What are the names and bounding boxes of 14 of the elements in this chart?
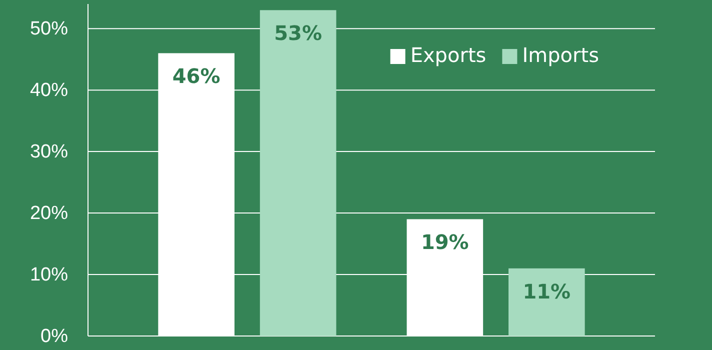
bar: [260, 10, 336, 336]
y-tick-label: 40%: [30, 80, 68, 102]
y-tick-label: 30%: [30, 142, 68, 163]
data-label: 46%: [172, 64, 220, 88]
data-label: 53%: [274, 21, 322, 46]
y-tick-label: 20%: [30, 203, 68, 224]
legend-label: Exports: [410, 43, 486, 67]
data-label: 11%: [522, 279, 571, 304]
bar: [508, 268, 585, 336]
y-tick-label: 10%: [30, 264, 68, 286]
y-tick-label: 0%: [40, 326, 68, 348]
legend-label: Imports: [522, 43, 599, 67]
y-tick-label: 50%: [30, 18, 68, 40]
data-label: 19%: [420, 230, 469, 254]
